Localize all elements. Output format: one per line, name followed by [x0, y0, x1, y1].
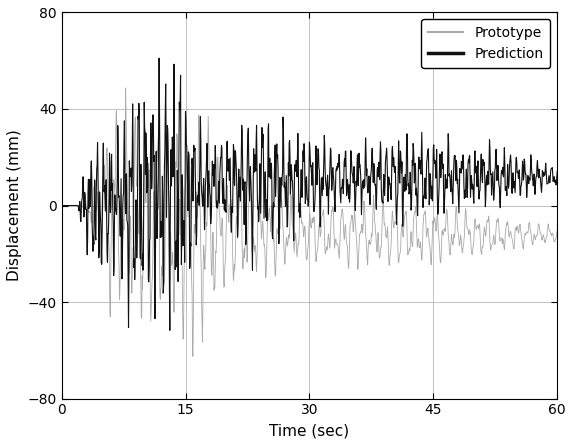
Prediction [554, 169, 561, 174]
Prediction [166, 328, 173, 333]
Prediction [223, 179, 230, 185]
Prototype [223, 213, 230, 218]
Legend: Prototype, Prediction: Prototype, Prediction [422, 20, 550, 68]
Prototype [439, 227, 446, 233]
Prototype [554, 228, 561, 233]
Prototype [388, 239, 395, 245]
Prototype [190, 354, 197, 359]
Prediction [156, 56, 163, 61]
Line: Prototype: Prototype [62, 88, 558, 356]
Prototype [370, 193, 377, 198]
Y-axis label: Displacement (mm): Displacement (mm) [7, 129, 22, 281]
Prototype [215, 181, 222, 186]
Prediction [58, 203, 65, 208]
Prototype [58, 203, 65, 208]
Prediction [439, 160, 446, 165]
Prediction [215, 178, 222, 184]
Prediction [370, 180, 377, 186]
X-axis label: Time (sec): Time (sec) [269, 423, 350, 438]
Prototype [172, 186, 179, 192]
Prediction [388, 197, 395, 202]
Line: Prediction: Prediction [62, 58, 558, 330]
Prediction [172, 243, 179, 249]
Prototype [122, 85, 129, 91]
